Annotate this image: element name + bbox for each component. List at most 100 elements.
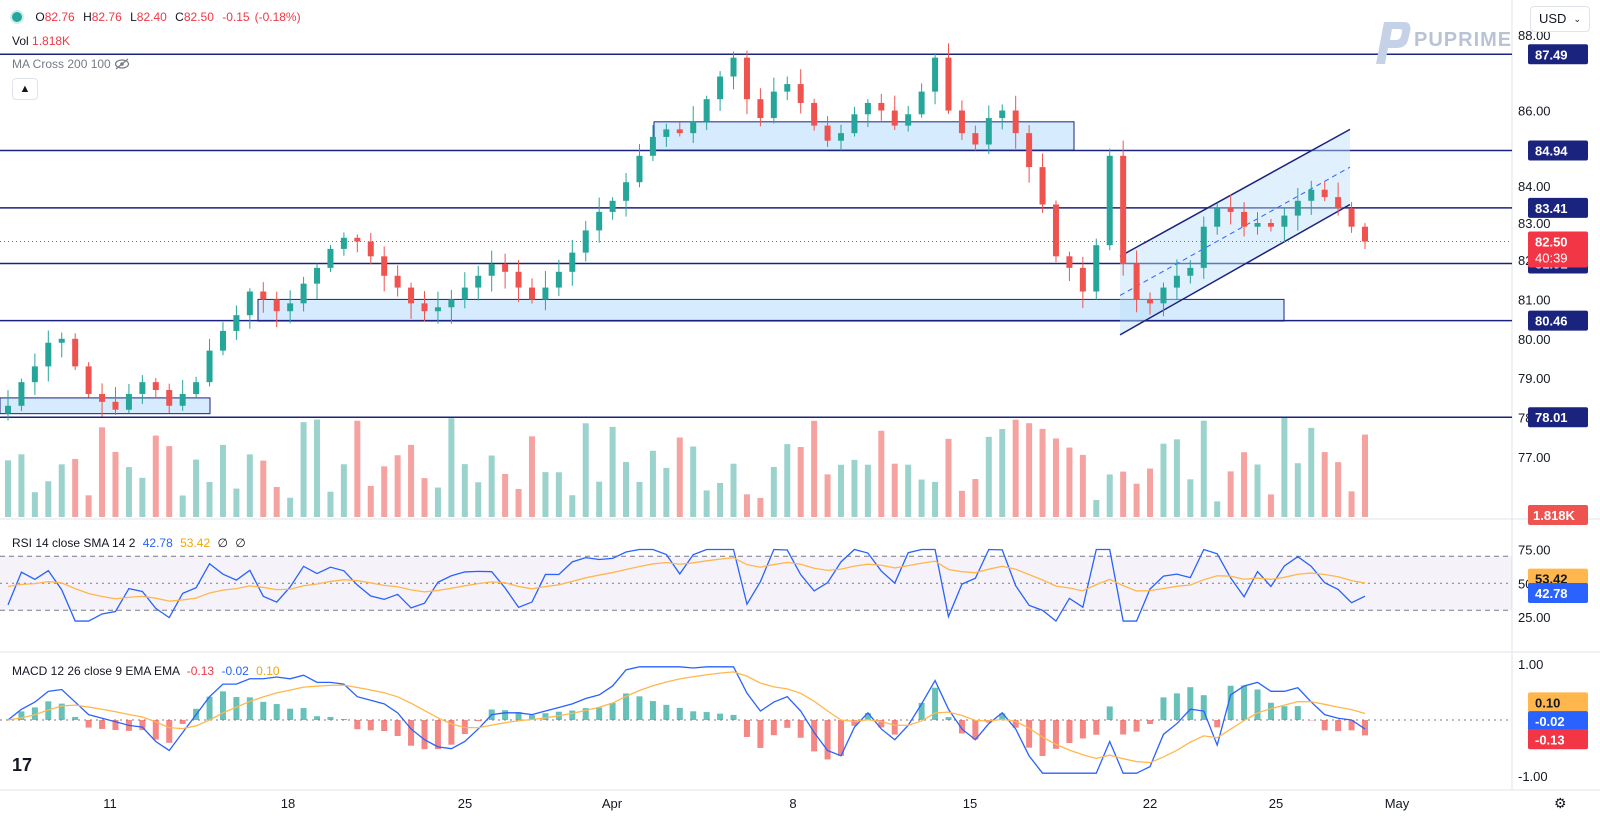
macd-hist-bar [878,720,885,728]
candle-body [864,102,871,115]
volume-bar [528,436,535,517]
macd-hist-bar [112,720,119,731]
candle-body [609,200,616,212]
candle-body [246,291,253,316]
rsi-extra-1: ∅ [217,536,228,550]
volume-bar [636,481,643,517]
macd-hist-bar [1147,720,1154,724]
candle-body [891,110,898,126]
high-value: 82.76 [91,10,122,24]
volume-bar [179,495,186,517]
macd-hist-bar [596,707,603,720]
macd-hist-bar [676,707,683,720]
volume-bar [985,436,992,517]
candle-body [703,99,710,122]
candle-body [1187,267,1194,276]
volume-bar [1026,423,1033,517]
volume-bar [757,497,764,517]
volume-bar [99,427,106,517]
volume-bar [206,482,213,517]
macd-hist-bar [99,720,106,729]
candle-body [179,393,186,406]
volume-badge-label: 1.818K [1533,508,1576,523]
candle-body [770,91,777,119]
volume-bar [770,466,777,517]
time-axis-tick: 25 [1269,796,1283,811]
macd-hist-bar [958,720,965,734]
macd-hist-bar [636,696,643,720]
macd-hist-bar [1227,685,1234,720]
candle-body [5,405,11,414]
candle-body [287,303,294,312]
time-axis-tick: 15 [963,796,977,811]
volume-bar [1133,483,1140,517]
volume-bar [958,490,965,517]
time-axis-tick: 18 [281,796,295,811]
volume-bar [1106,474,1113,517]
macd-hist-bar [851,720,858,726]
open-label: O [35,10,45,24]
volume-bar [811,420,818,517]
volume-bar [112,451,119,517]
macd-hist-bar [1241,685,1248,720]
macd-hist-bar [811,720,818,752]
volume-bar [300,422,307,517]
macd-hist-bar [1281,706,1288,720]
volume-bar [676,437,683,517]
volume-bar [1348,491,1355,517]
candle-body [1093,245,1100,292]
rsi-sma-line [7,557,1366,602]
level-badge [1528,197,1588,218]
macd-hist-bar [582,708,589,720]
candle-body [797,84,804,103]
macd-hist-bar [354,720,361,730]
volume-bar [381,466,388,517]
macd-hist-bar [72,716,79,720]
candle-body [1147,299,1154,304]
volume-bar [703,490,710,517]
candle-body [421,303,428,312]
macd-hist-bar [1133,720,1140,732]
macd-hist-bar [394,720,401,737]
candle-body [596,211,603,231]
volume-bar [690,446,697,517]
close-label: C [175,10,184,24]
ma-cross-header[interactable]: MA Cross 200 100 [12,57,130,71]
macd-hist-bar [152,720,159,740]
currency-select[interactable]: USD ⌄ [1530,6,1590,32]
candle-body [784,84,791,92]
macd-hist-bar [502,710,509,720]
change-pct: (-0.18%) [254,10,301,24]
volume-bar [421,478,428,517]
gear-icon[interactable]: ⚙ [1554,795,1567,811]
macd-signal-value: 0.10 [256,664,280,678]
candle-body [582,230,589,253]
candle-body [112,401,119,410]
candle-body [1012,110,1019,134]
candle-body [1106,155,1113,246]
volume-bar [1214,501,1221,517]
channel-lower-line [1119,203,1351,336]
collapse-indicators-button[interactable]: ▲ [12,78,38,100]
volume-bar [596,481,603,517]
candle-body [408,287,415,304]
macd-hist-badge [1528,729,1588,750]
macd-hist-bar [18,711,25,720]
candle-body [85,366,92,394]
time-axis-tick: 25 [458,796,472,811]
candle-body [717,76,724,100]
candle-body [475,275,482,288]
eye-hidden-icon[interactable] [114,57,130,71]
macd-hist-bar [1187,687,1194,720]
candle-body [152,382,159,391]
candle-body [340,237,347,249]
low-label: L [130,10,137,24]
candle-body [1214,208,1221,227]
macd-hist-bar [1106,706,1113,720]
macd-hist-bar [918,702,925,720]
candle-body [1362,226,1368,242]
vol-value: 1.818K [32,34,71,48]
rsi-sma-badge-label: 53.42 [1535,572,1568,587]
macd-hist-bar [891,720,898,735]
